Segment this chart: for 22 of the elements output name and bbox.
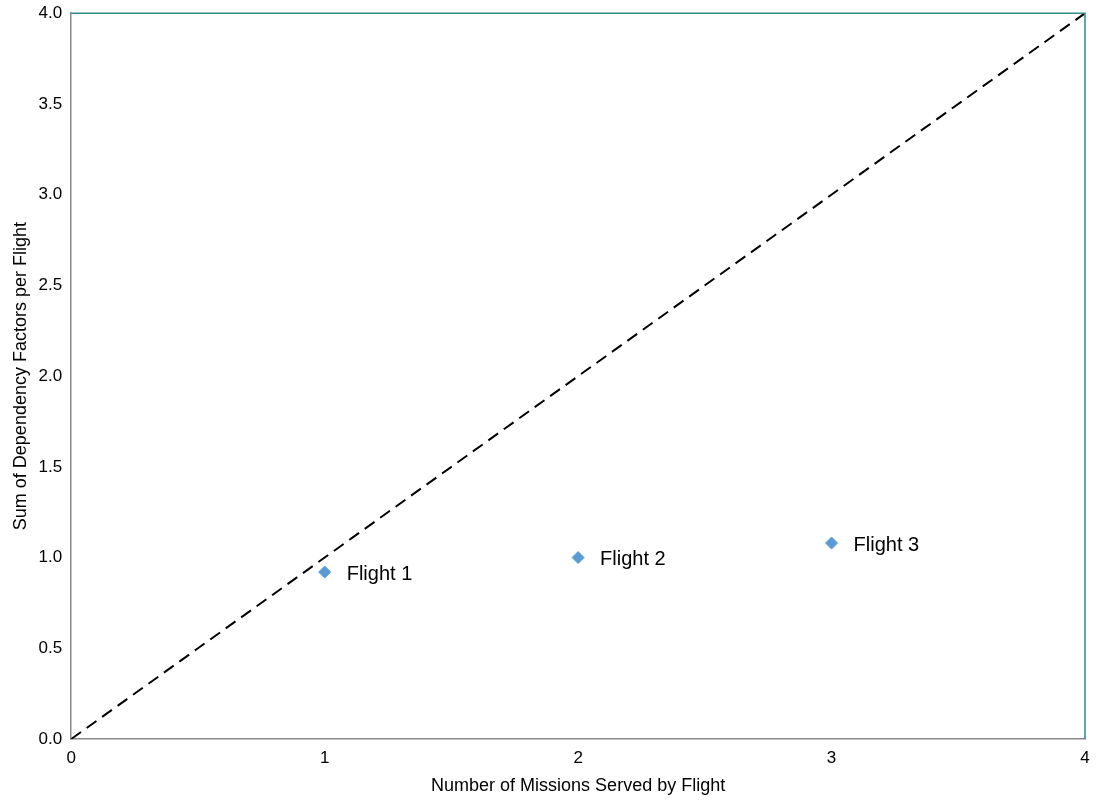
y-tick-label: 2.0: [38, 365, 63, 385]
x-tick-label: 2: [573, 747, 583, 767]
y-tick-label: 1.0: [38, 547, 63, 567]
y-tick-label: 4.0: [38, 2, 63, 22]
x-tick-label: 3: [826, 747, 837, 767]
y-tick-label: 2.5: [38, 275, 63, 295]
annotation: Flight 2: [600, 547, 666, 570]
y-tick-label: 1.5: [38, 456, 63, 476]
x-tick-label: 0: [66, 747, 76, 767]
y-tick-label: 0.0: [38, 728, 63, 748]
x-tick-label: 1: [319, 747, 330, 767]
x-tick-label: 4: [1080, 747, 1090, 767]
y-tick-label: 3.0: [38, 184, 63, 204]
point: [318, 565, 332, 579]
annotation: Flight 1: [346, 561, 413, 584]
x-axis-title: Number of Missions Served by Flight: [431, 775, 726, 796]
annotation: Flight 3: [853, 532, 920, 555]
y-axis-title: Sum of Dependency Factors per Flight: [9, 222, 30, 531]
point: [571, 551, 585, 565]
point: [825, 536, 839, 550]
y-tick-label: 3.5: [38, 93, 63, 113]
y-tick-label: 0.5: [38, 637, 63, 657]
